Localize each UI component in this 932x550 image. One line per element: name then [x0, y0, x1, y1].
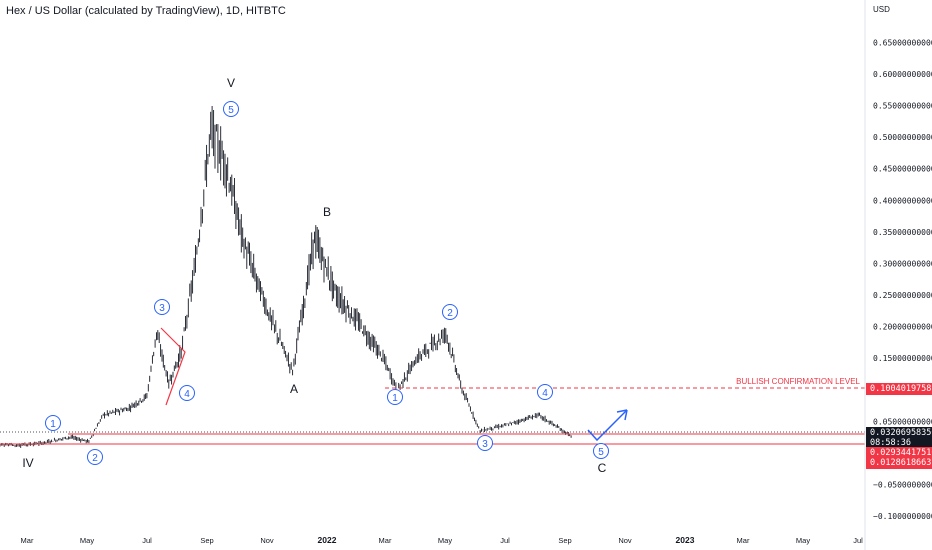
time-tick-label: May: [796, 536, 810, 545]
time-axis-labels: Mar May Jul Sep Nov 2022 Mar May Jul Sep Nov 2023 Ma…: [21, 535, 864, 545]
time-tick-label: Mar: [379, 536, 392, 545]
wave-label-b: B: [323, 205, 331, 219]
price-tag-current: 0.03206958350 08:58:36: [866, 427, 932, 448]
svg-text:1: 1: [50, 419, 56, 430]
svg-text:4: 4: [542, 388, 548, 399]
price-tick-label: 0.25000000000: [873, 291, 932, 300]
wave-circle-4-secondary: 4: [537, 384, 553, 400]
time-tick-label: Jul: [853, 536, 863, 545]
price-tick-label: 0.65000000000: [873, 38, 932, 47]
projection-arrow: [587, 409, 628, 442]
time-tick-label: Jul: [500, 536, 510, 545]
wave-label-a: A: [290, 382, 298, 396]
price-tick-label: 0.20000000000: [873, 323, 932, 332]
svg-text:1: 1: [392, 393, 398, 404]
svg-text:5: 5: [228, 105, 234, 116]
wave-circle-4-primary: 4: [179, 385, 195, 401]
time-tick-label: 2023: [676, 535, 695, 545]
price-tick-label: 0.55000000000: [873, 102, 932, 111]
chart-title: Hex / US Dollar (calculated by TradingVi…: [6, 5, 286, 17]
price-tick-label: 0.40000000000: [873, 196, 932, 205]
wave-label-v: V: [227, 76, 235, 90]
wave-circle-3-primary: 3: [154, 299, 170, 315]
time-tick-label: May: [80, 536, 94, 545]
time-tick-label: Jul: [142, 536, 152, 545]
price-tick-label: 0.45000000000: [873, 165, 932, 174]
price-tag-mid: 0.02934417516: [866, 447, 932, 459]
price-tick-label: 0.50000000000: [873, 133, 932, 142]
svg-text:2: 2: [92, 453, 98, 464]
price-axis-labels: 0.65000000000 0.60000000000 0.55000000000 0…: [873, 38, 932, 521]
price-tick-label: −0.05000000000: [873, 480, 932, 489]
price-candles: [0, 106, 572, 448]
bullish-confirmation-label: BULLISH CONFIRMATION LEVEL: [736, 377, 860, 386]
time-tick-label: May: [438, 536, 452, 545]
candle-countdown: 08:58:36: [870, 438, 911, 448]
time-tick-label: Nov: [618, 536, 632, 545]
time-tick-label: 2022: [318, 535, 337, 545]
wave-circle-1-primary: 1: [45, 415, 61, 431]
wave-circle-5-secondary: 5: [593, 443, 609, 459]
time-tick-label: Mar: [737, 536, 750, 545]
current-price-value: 0.03206958350: [870, 428, 932, 438]
wave-label-c: C: [598, 461, 607, 475]
time-tick-label: Sep: [200, 536, 213, 545]
svg-text:2: 2: [447, 308, 453, 319]
price-tick-label: 0.05000000000: [873, 417, 932, 426]
wave-circle-3-secondary: 3: [477, 435, 493, 451]
triangle-drawing: [160, 327, 186, 406]
wave-circle-2-primary: 2: [87, 449, 103, 465]
price-tick-label: 0.30000000000: [873, 259, 932, 268]
time-tick-label: Mar: [21, 536, 34, 545]
time-tick-label: Sep: [558, 536, 571, 545]
wave-circle-1-secondary: 1: [387, 389, 403, 405]
price-tick-label: 0.15000000000: [873, 354, 932, 363]
price-tag-low: 0.01286186637: [866, 457, 932, 469]
svg-text:3: 3: [159, 303, 165, 314]
wave-labels: IV V A B C 1 2 3 4 5 1 2 3 4 5: [22, 76, 609, 475]
svg-text:5: 5: [598, 447, 604, 458]
price-tick-label: 0.60000000000: [873, 70, 932, 79]
price-tag-bullish: 0.10040197588: [866, 383, 932, 395]
svg-text:3: 3: [482, 439, 488, 450]
time-tick-label: Nov: [260, 536, 274, 545]
wave-circle-2-secondary: 2: [442, 304, 458, 320]
svg-text:4: 4: [184, 389, 190, 400]
price-tick-label: −0.10000000000: [873, 512, 932, 521]
price-tick-label: 0.35000000000: [873, 228, 932, 237]
currency-label: USD: [873, 5, 890, 14]
wave-label-iv: IV: [22, 456, 33, 470]
wave-circle-5-primary: 5: [223, 101, 239, 117]
